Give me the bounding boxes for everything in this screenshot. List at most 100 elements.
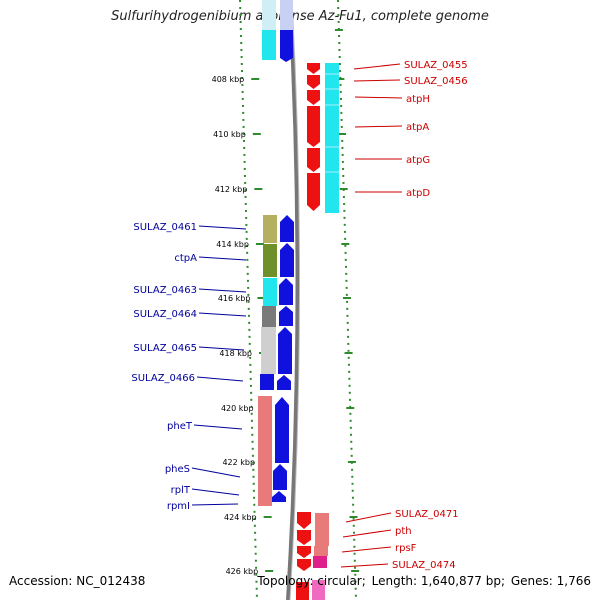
forward-leader-line xyxy=(342,529,392,538)
forward-gene-arrow xyxy=(307,63,320,74)
forward-gene-label[interactable]: pth xyxy=(395,526,412,537)
reverse-block-cyan xyxy=(263,278,277,306)
reverse-gene-label[interactable]: ctpA xyxy=(174,253,197,264)
forward-gene-label[interactable]: SULAZ_0455 xyxy=(404,60,468,71)
backbone-arc xyxy=(286,0,300,600)
reverse-leader-line xyxy=(198,312,247,317)
backbone-arc-highlight xyxy=(289,0,301,600)
reverse-label-group: SULAZ_0461 ctpA SULAZ_0463 SULAZ_0464 SULAZ_… xyxy=(131,222,247,512)
forward-pink-block xyxy=(314,546,328,556)
reverse-gene-arrow xyxy=(279,306,293,326)
forward-gene-label[interactable]: atpA xyxy=(406,122,429,133)
accession-label: Accession: xyxy=(9,574,73,588)
map-title: Sulfurihydrogenibium azorense Az-Fu1, co… xyxy=(111,9,489,24)
scale-tick-label: 416 kbp xyxy=(218,294,251,303)
forward-gene-arrow xyxy=(297,559,311,571)
forward-pink-block xyxy=(315,513,329,546)
reverse-leader-line xyxy=(191,488,240,496)
forward-cyan-block xyxy=(325,63,339,213)
length-text: Length: 1,640,877 bp; xyxy=(371,574,506,588)
summary-text: Topology: circular; Length: 1,640,877 bp… xyxy=(256,574,592,588)
scale-tick-label: 420 kbp xyxy=(221,404,254,413)
forward-gene-label[interactable]: atpD xyxy=(406,188,430,199)
reverse-block-olive xyxy=(263,244,277,277)
reverse-leader-line xyxy=(196,376,244,382)
forward-gene-arrow xyxy=(307,75,320,89)
forward-leader-line xyxy=(345,512,392,523)
reverse-leader-line xyxy=(193,424,243,430)
reverse-gene-arrow xyxy=(277,375,291,390)
reverse-gene-label[interactable]: pheT xyxy=(167,421,193,432)
scale-tick-label: 414 kbp xyxy=(216,240,249,249)
forward-leader-line xyxy=(341,546,392,553)
forward-genes-track xyxy=(296,63,339,600)
genes-count-text: Genes: 1,766 xyxy=(510,574,591,588)
reverse-gene-label[interactable]: SULAZ_0464 xyxy=(133,309,197,320)
forward-gene-label[interactable]: atpG xyxy=(406,155,430,166)
reverse-leader-line xyxy=(198,256,247,261)
reverse-gene-label[interactable]: SULAZ_0466 xyxy=(131,373,195,384)
scale-tick-label: 410 kbp xyxy=(213,130,246,139)
forward-leader-line xyxy=(354,96,403,99)
reverse-leader-line xyxy=(191,467,241,478)
forward-leader-line xyxy=(354,125,403,128)
reverse-leader-line xyxy=(198,288,247,293)
forward-gene-label[interactable]: atpH xyxy=(406,94,430,105)
reverse-leader-line xyxy=(198,225,247,230)
forward-gene-arrow xyxy=(297,530,311,545)
forward-leader-line xyxy=(353,79,401,82)
topology-text: Topology: circular; xyxy=(257,574,366,588)
reverse-block-salmon xyxy=(258,396,272,506)
reverse-gene-arrow xyxy=(279,278,293,305)
reverse-gene-label[interactable]: rplT xyxy=(171,485,191,496)
accession-text: Accession: NC_012438 xyxy=(9,574,145,588)
reverse-block-khaki xyxy=(263,215,277,243)
accession-value: NC_012438 xyxy=(76,574,146,588)
top-feature-cyan xyxy=(262,30,276,60)
reverse-gene-label[interactable]: rpmI xyxy=(167,501,190,512)
reverse-genes-track xyxy=(258,215,294,506)
forward-magenta-block xyxy=(313,556,327,568)
reverse-block-blue xyxy=(260,374,274,390)
scale-tick-label: 424 kbp xyxy=(224,513,257,522)
forward-gene-label[interactable]: SULAZ_0471 xyxy=(395,509,459,520)
forward-label-group: SULAZ_0455 SULAZ_0456 atpH atpA atpG atpD SULA… xyxy=(340,60,468,571)
forward-gene-label[interactable]: SULAZ_0456 xyxy=(404,76,468,87)
scale-tick-label: 412 kbp xyxy=(215,185,248,194)
reverse-block-lightgray xyxy=(261,327,276,374)
forward-leader-line xyxy=(353,63,401,70)
top-feature-cyan-fade xyxy=(262,0,276,30)
reverse-block-gray xyxy=(262,306,276,327)
top-feature-blue-fade xyxy=(280,0,293,30)
forward-gene-arrow xyxy=(297,546,311,558)
scale-tick-label: 426 kbp xyxy=(226,567,259,576)
scale-tick-label: 422 kbp xyxy=(222,458,255,467)
reverse-gene-arrow xyxy=(273,464,287,490)
top-feature-blue-arrow xyxy=(280,30,293,62)
reverse-gene-label[interactable]: SULAZ_0465 xyxy=(133,343,197,354)
right-dotted-guide xyxy=(337,0,357,600)
forward-leader-line xyxy=(340,563,389,568)
forward-gene-label[interactable]: rpsF xyxy=(395,543,417,554)
forward-magenta-block xyxy=(312,580,325,600)
reverse-gene-arrow xyxy=(278,327,292,374)
reverse-gene-arrow xyxy=(280,215,294,242)
forward-gene-arrow xyxy=(307,90,320,105)
forward-gene-arrow xyxy=(307,148,320,172)
forward-gene-label[interactable]: SULAZ_0474 xyxy=(392,560,456,571)
forward-gene-arrow xyxy=(307,106,320,147)
reverse-gene-label[interactable]: SULAZ_0463 xyxy=(133,285,197,296)
reverse-leader-line xyxy=(198,346,245,351)
reverse-leader-line xyxy=(191,503,239,506)
forward-gene-arrow xyxy=(296,582,309,600)
reverse-gene-arrow xyxy=(275,397,289,463)
forward-gene-arrow xyxy=(307,173,320,211)
reverse-gene-arrow xyxy=(272,491,286,502)
reverse-gene-label[interactable]: SULAZ_0461 xyxy=(133,222,197,233)
reverse-gene-label[interactable]: pheS xyxy=(165,464,190,475)
reverse-gene-arrow xyxy=(280,243,294,277)
scale-tick-label: 418 kbp xyxy=(219,349,252,358)
forward-gene-arrow xyxy=(297,512,311,529)
scale-tick-label: 408 kbp xyxy=(212,75,245,84)
